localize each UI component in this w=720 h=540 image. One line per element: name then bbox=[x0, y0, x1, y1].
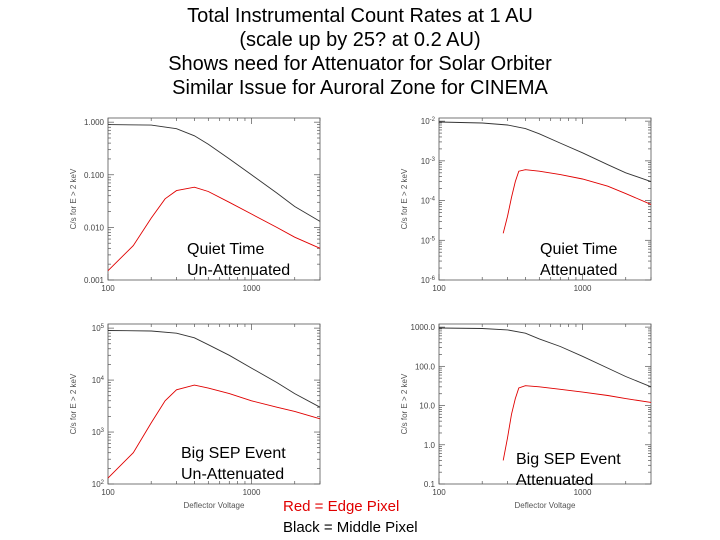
y-axis-label: C/s for E > 2 keV bbox=[400, 168, 409, 229]
panel-label-line: Quiet Time bbox=[540, 241, 618, 258]
x-tick-label: 1000 bbox=[243, 488, 261, 497]
legend-middle-pixel: Black = Middle Pixel bbox=[283, 519, 418, 536]
panel-label-sep-attenuated: Big SEP Event Attenuated bbox=[516, 449, 621, 491]
y-tick-label: 1.0 bbox=[424, 441, 436, 450]
y-tick-label: 100.0 bbox=[415, 362, 436, 371]
y-tick-label: 10-3 bbox=[421, 157, 436, 166]
series-middle-pixel bbox=[107, 124, 321, 222]
panel-quiet-unattenuated: 100 1000 1.000 0.100 0.010 0.001 C/s for E > 2… bbox=[62, 112, 328, 302]
y-tick-label: 0.001 bbox=[84, 276, 105, 285]
panel-label-line: Attenuated bbox=[540, 262, 618, 279]
panel-label-line: Attenuated bbox=[516, 472, 594, 489]
y-tick-label: 0.1 bbox=[424, 480, 436, 489]
panel-label-sep-unattenuated: Big SEP Event Un-Attenuated bbox=[181, 443, 286, 485]
plot-frame bbox=[438, 117, 652, 281]
y-tick-label: 105 bbox=[92, 324, 105, 333]
series-middle-pixel bbox=[438, 327, 652, 388]
panel-label-quiet-attenuated: Quiet Time Attenuated bbox=[540, 239, 617, 281]
series-edge-pixel bbox=[107, 384, 321, 479]
y-tick-label: 10.0 bbox=[419, 402, 435, 411]
panel-label-line: Big SEP Event bbox=[181, 445, 286, 462]
x-tick-label: 100 bbox=[432, 488, 446, 497]
y-tick-label: 0.010 bbox=[84, 223, 105, 232]
x-tick-label: 100 bbox=[101, 284, 115, 293]
y-tick-label: 102 bbox=[92, 480, 105, 489]
x-axis-label: Deflector Voltage bbox=[184, 501, 245, 510]
series-edge-pixel bbox=[107, 186, 321, 272]
plot-frame bbox=[438, 323, 652, 485]
y-tick-label: 10-5 bbox=[421, 236, 436, 245]
legend: Red = Edge Pixel Black = Middle Pixel bbox=[283, 496, 418, 538]
panel-quiet-attenuated: 100 1000 10-2 10-3 10-4 10-5 10-6 C/s for E > 2… bbox=[393, 112, 659, 302]
y-axis-label: C/s for E > 2 keV bbox=[69, 373, 78, 434]
plot-frame bbox=[107, 117, 321, 281]
panel-sep-attenuated: 100 1000 1000.0 100.0 10.0 1.0 0.1 C/s for E > … bbox=[393, 318, 659, 518]
title-line: (scale up by 25? at 0.2 AU) bbox=[239, 29, 481, 51]
title-line: Total Instrumental Count Rates at 1 AU bbox=[187, 5, 533, 27]
series-edge-pixel bbox=[502, 169, 652, 234]
chart-quiet-attenuated: 100 1000 10-2 10-3 10-4 10-5 10-6 C/s for E > 2… bbox=[400, 117, 652, 293]
panel-sep-unattenuated: 100 1000 105 104 103 102 C/s for E > 2 keV Defl… bbox=[62, 318, 328, 518]
plot-frame bbox=[107, 323, 321, 485]
legend-edge-pixel: Red = Edge Pixel bbox=[283, 498, 400, 515]
y-axis-label: C/s for E > 2 keV bbox=[400, 373, 409, 434]
y-tick-label: 10-4 bbox=[421, 197, 436, 206]
series-middle-pixel bbox=[107, 330, 321, 408]
panel-label-quiet-unattenuated: Quiet Time Un-Attenuated bbox=[187, 239, 290, 281]
y-tick-label: 1.000 bbox=[84, 118, 105, 127]
y-tick-label: 103 bbox=[92, 428, 105, 437]
x-tick-label: 1000 bbox=[243, 284, 261, 293]
x-tick-label: 1000 bbox=[574, 284, 592, 293]
chart-sep-unattenuated: 100 1000 105 104 103 102 C/s for E > 2 keV Defl… bbox=[69, 323, 321, 510]
y-tick-label: 10-2 bbox=[421, 117, 436, 126]
x-axis-label: Deflector Voltage bbox=[515, 501, 576, 510]
y-tick-label: 10-6 bbox=[421, 276, 436, 285]
title-line: Similar Issue for Auroral Zone for CINEM… bbox=[172, 77, 548, 99]
chart-sep-attenuated: 100 1000 1000.0 100.0 10.0 1.0 0.1 C/s for E > … bbox=[400, 323, 652, 510]
chart-quiet-unattenuated: 100 1000 1.000 0.100 0.010 0.001 C/s for E > 2… bbox=[69, 117, 321, 293]
title-line: Shows need for Attenuator for Solar Orbi… bbox=[168, 53, 552, 75]
panel-label-line: Big SEP Event bbox=[516, 451, 621, 468]
panel-label-line: Un-Attenuated bbox=[187, 262, 291, 279]
y-axis-label: C/s for E > 2 keV bbox=[69, 168, 78, 229]
y-tick-label: 1000.0 bbox=[411, 323, 436, 332]
panel-label-line: Quiet Time bbox=[187, 241, 265, 258]
y-tick-label: 104 bbox=[92, 376, 105, 385]
panel-label-line: Un-Attenuated bbox=[181, 466, 285, 483]
x-tick-label: 100 bbox=[101, 488, 115, 497]
series-middle-pixel bbox=[438, 121, 652, 183]
series-edge-pixel bbox=[502, 385, 652, 461]
x-tick-label: 100 bbox=[432, 284, 446, 293]
y-tick-label: 0.100 bbox=[84, 171, 105, 180]
slide-title: Total Instrumental Count Rates at 1 AU (… bbox=[0, 4, 720, 100]
x-tick-label: 1000 bbox=[574, 488, 592, 497]
